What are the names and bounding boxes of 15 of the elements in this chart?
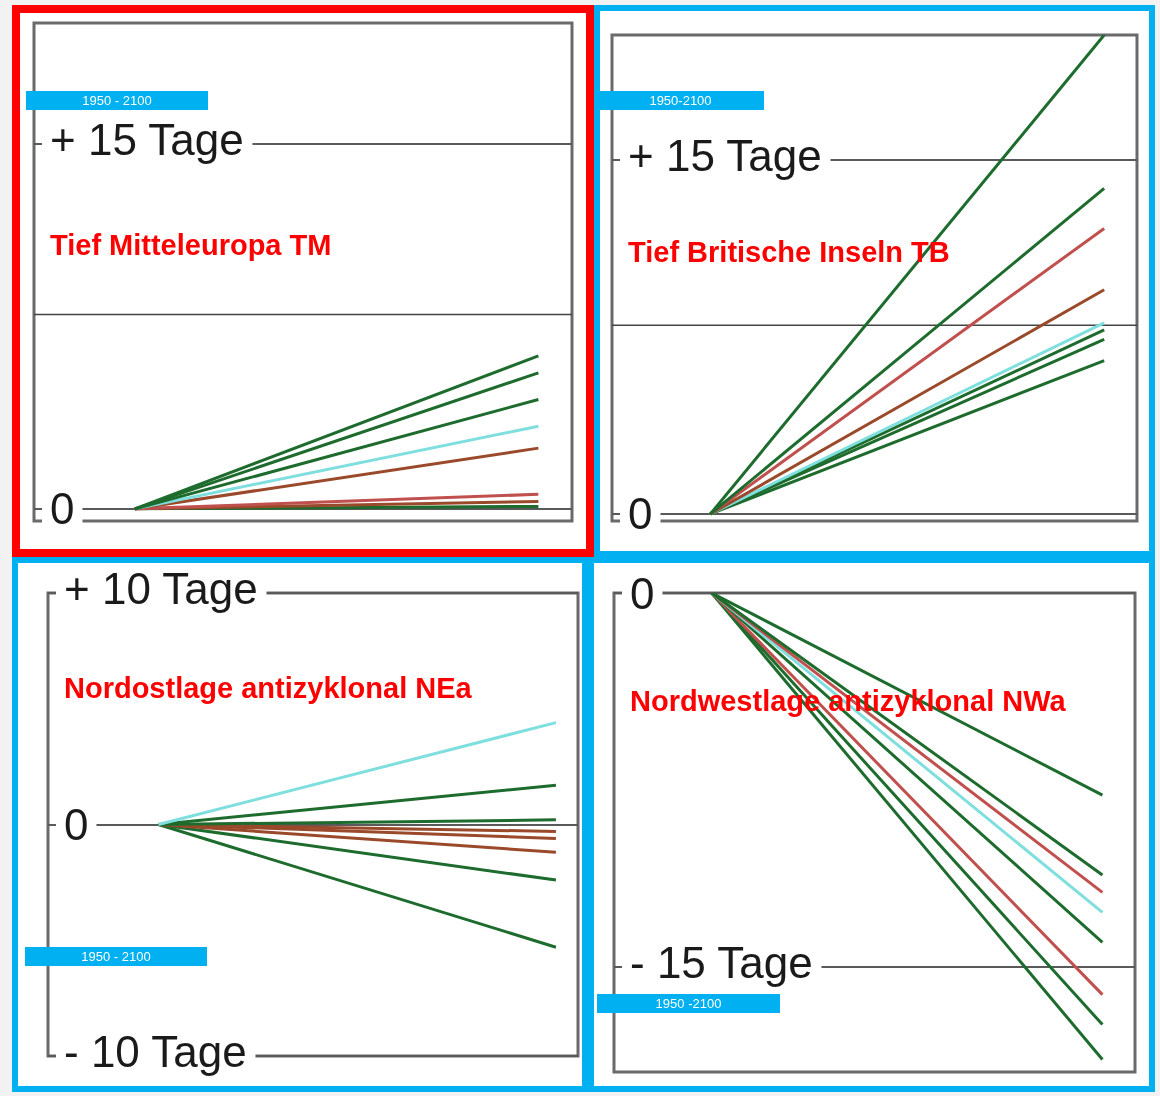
caption-tag: 1950-2100 [597, 91, 764, 110]
caption-tag: 1950 -2100 [597, 994, 780, 1013]
caption-tag: 1950 - 2100 [25, 947, 207, 966]
y-tick-label: + 15 Tage [50, 115, 244, 165]
y-tick-label: 0 [64, 800, 89, 849]
y-tick-label: - 10 Tage [64, 1027, 247, 1076]
y-tick-label: 0 [628, 489, 653, 539]
caption-tag: 1950 - 2100 [26, 91, 208, 110]
text: Tief Mitteleuropa TM [50, 229, 332, 262]
y-tick-label: + 10 Tage [64, 564, 258, 613]
text: Nordostlage antizyklonal NEa [64, 672, 473, 705]
y-tick-label: + 15 Tage [628, 131, 822, 181]
y-tick-label: 0 [50, 484, 75, 534]
y-tick-label: 0 [630, 568, 655, 618]
y-tick-label: - 15 Tage [630, 938, 813, 988]
